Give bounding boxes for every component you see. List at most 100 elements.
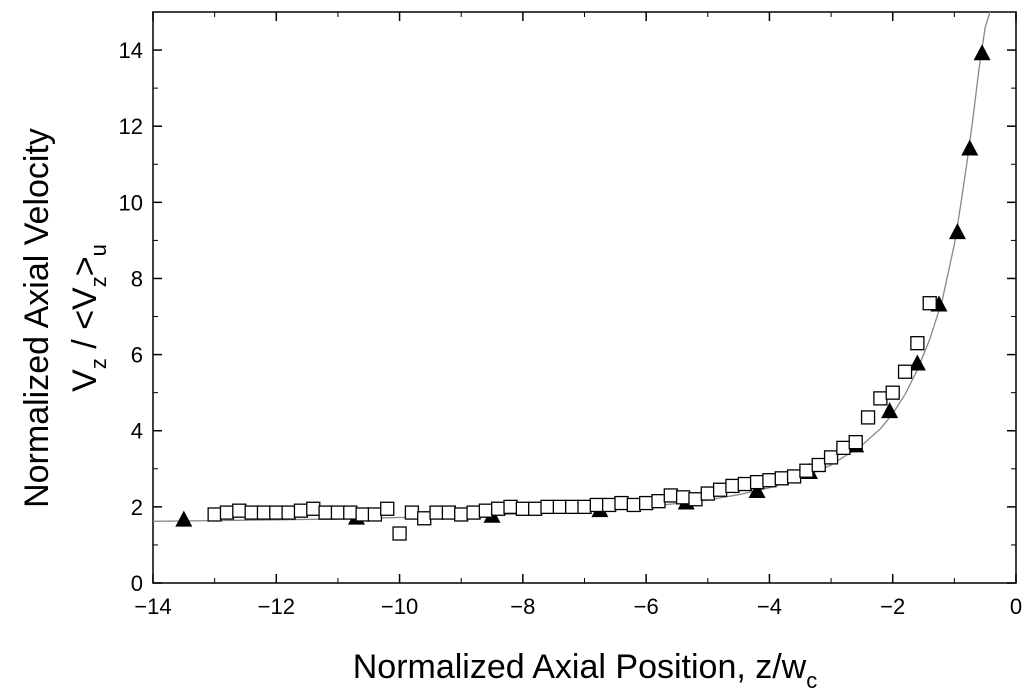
square-point	[700, 486, 715, 501]
square-point	[367, 507, 383, 522]
fit-curve-group	[152, 11, 991, 522]
square-point	[725, 478, 740, 494]
square-point	[392, 526, 407, 541]
square-point	[577, 499, 592, 515]
y-tick-label: 4	[131, 419, 143, 444]
square-point	[589, 497, 604, 513]
square-point	[885, 385, 900, 400]
square-point	[799, 463, 814, 478]
square-point	[330, 505, 346, 520]
square-point	[675, 490, 691, 505]
y-formula-v: V	[66, 369, 104, 392]
square-point	[823, 450, 839, 465]
y-formula-sub3: u	[86, 244, 111, 256]
square-point	[429, 505, 444, 520]
x-tick-label: −8	[510, 594, 535, 619]
y-tick-label: 6	[131, 343, 143, 368]
x-tick-label: −10	[381, 594, 418, 619]
plot-frame	[152, 11, 1017, 584]
triangle-point	[961, 139, 979, 156]
y-tick-label: 12	[119, 114, 143, 139]
y-tick-label: 0	[131, 571, 143, 596]
square-point	[515, 501, 531, 516]
square-point	[762, 473, 777, 488]
square-point	[897, 364, 913, 379]
square-point	[663, 488, 678, 503]
x-tick-label: −14	[134, 594, 171, 619]
square-point	[269, 505, 284, 520]
square-point	[860, 410, 876, 425]
triangle-point	[748, 482, 766, 499]
triangle-point	[908, 354, 926, 371]
square-point	[466, 505, 481, 520]
x-tick-label: 0	[1010, 594, 1022, 619]
square-point	[355, 507, 370, 522]
x-axis-title-subscript: c	[806, 668, 817, 693]
square-point	[281, 505, 296, 520]
square-point	[811, 457, 826, 473]
x-axis-title-main: Normalized Axial Position, z/w	[353, 648, 807, 686]
y-tick-label: 14	[119, 38, 143, 63]
square-point	[343, 505, 358, 520]
square-point	[749, 474, 765, 490]
square-point	[565, 499, 580, 515]
y-axis-title-formula: Vz / <Vz>u	[66, 244, 111, 392]
square-point	[626, 497, 641, 513]
square-point	[848, 435, 863, 450]
square-point	[207, 507, 222, 522]
tick-labels: −14 −12 −10 −8 −6 −4 −2 0 0 2 4 6 8 10 12 14	[119, 38, 1023, 619]
axes	[152, 11, 1017, 584]
y-formula-close: >	[66, 256, 104, 276]
square-point	[836, 440, 851, 456]
y-formula-mid: / <V	[66, 287, 104, 358]
square-point	[417, 511, 432, 526]
square-point	[256, 505, 272, 520]
square-point	[638, 495, 654, 511]
square-point	[380, 501, 395, 516]
square-point	[786, 469, 802, 484]
y-axis-title-line2: Vz / <Vz>u	[66, 244, 111, 392]
triangle-point	[973, 44, 991, 61]
square-point	[910, 336, 925, 351]
square-point	[404, 505, 420, 520]
square-point	[873, 391, 888, 406]
y-tick-label: 10	[119, 190, 143, 215]
x-axis-title: Normalized Axial Position, z/wc	[353, 648, 818, 693]
y-tick-label: 8	[131, 266, 143, 291]
x-tick-label: −2	[880, 594, 905, 619]
square-point	[528, 501, 543, 516]
triangle-point	[175, 510, 193, 527]
square-point	[503, 499, 518, 515]
y-formula-sub1: z	[86, 358, 111, 369]
square-point	[219, 505, 235, 520]
square-point	[614, 495, 629, 511]
square-point	[712, 482, 728, 497]
square-point	[651, 494, 666, 509]
square-point	[922, 296, 937, 311]
x-tick-label: −6	[634, 594, 659, 619]
square-point	[244, 505, 259, 520]
square-point	[232, 503, 247, 518]
square-point	[602, 497, 617, 513]
square-point	[293, 503, 309, 518]
x-tick-label: −4	[757, 594, 782, 619]
square-point	[441, 505, 457, 520]
x-tick-label: −12	[258, 594, 295, 619]
y-axis-title-line1: Normalized Axial Velocity	[18, 128, 56, 508]
y-axis-title: Normalized Axial Velocity	[18, 128, 56, 508]
square-point	[318, 505, 333, 520]
square-point	[454, 507, 469, 522]
square-point	[491, 501, 506, 516]
triangle-point	[881, 402, 899, 419]
fit-curve	[152, 11, 991, 522]
square-point	[688, 492, 703, 507]
triangle-point	[948, 223, 966, 240]
data-marks	[175, 44, 991, 541]
square-point	[306, 501, 321, 516]
square-point	[540, 499, 555, 515]
square-point	[774, 471, 789, 486]
ticks	[152, 12, 1017, 584]
square-point	[552, 499, 567, 515]
square-point	[737, 476, 752, 492]
